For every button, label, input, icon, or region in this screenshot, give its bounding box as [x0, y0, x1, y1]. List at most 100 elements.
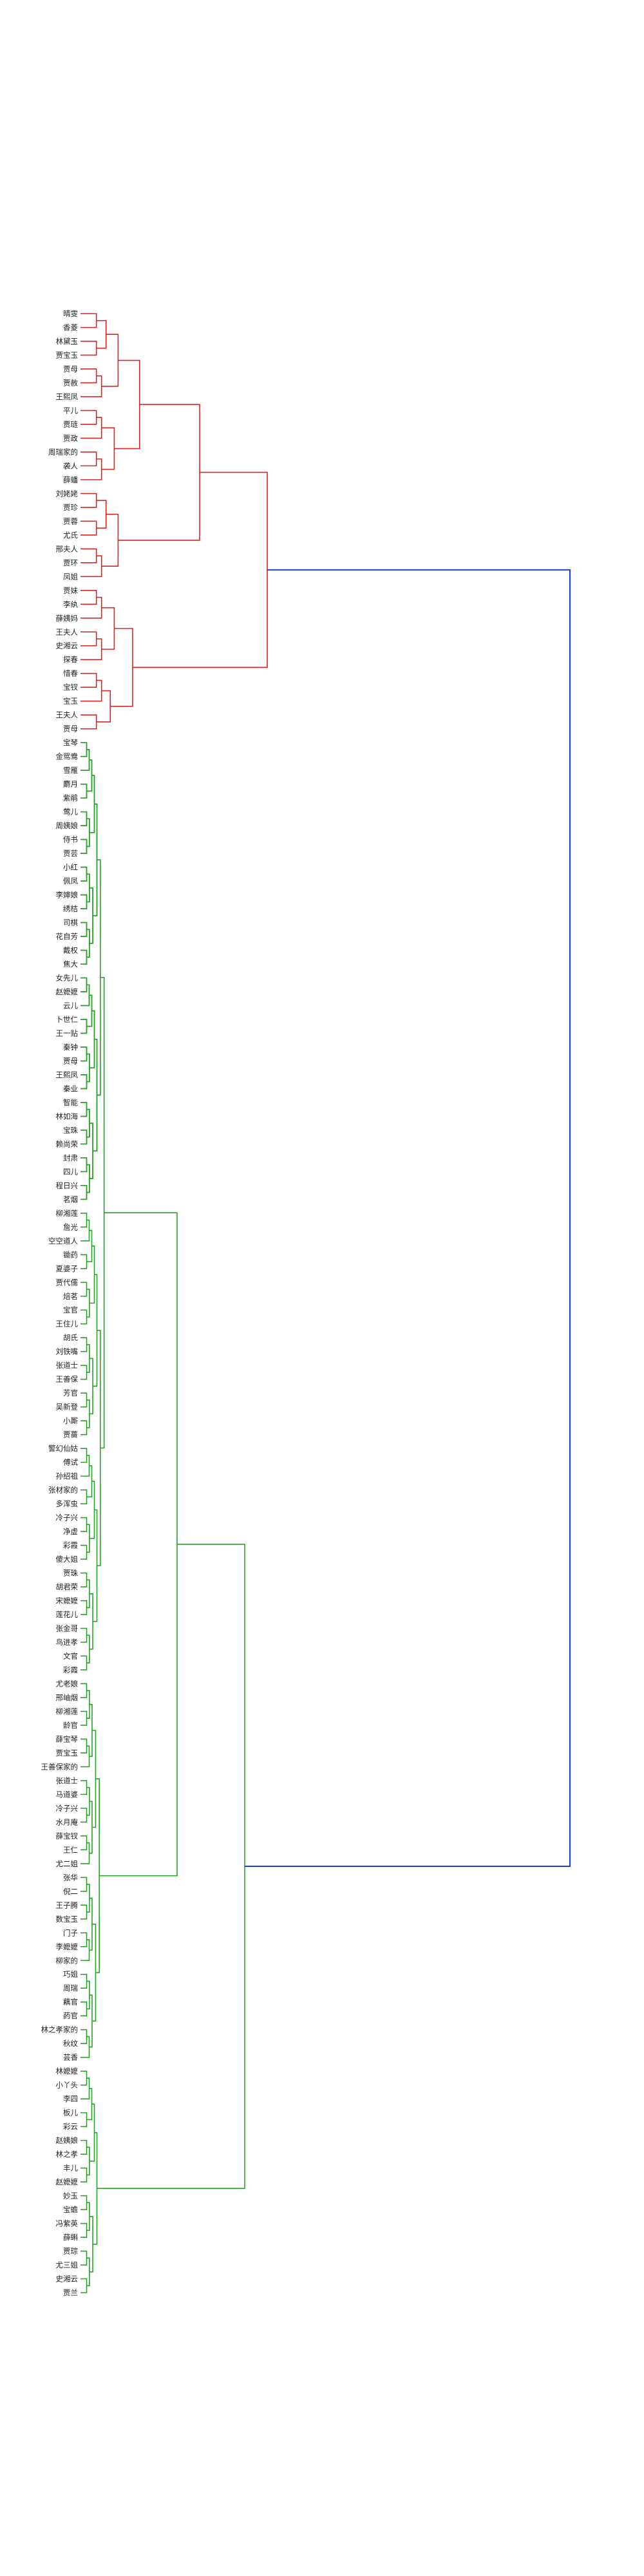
leaf-label: 冷子兴	[56, 1804, 79, 1813]
leaf-label: 尤三姐	[56, 2260, 79, 2269]
leaf-label: 警幻仙姑	[48, 1444, 78, 1453]
dendrogram-link	[80, 1973, 88, 1989]
leaf-label: 小厮	[63, 1416, 78, 1425]
dendrogram-link	[80, 451, 97, 467]
leaf-label: 倪二	[63, 1887, 78, 1896]
leaf-label: 莲花儿	[56, 1610, 79, 1619]
leaf-label: 刘姥姥	[56, 489, 79, 498]
leaf-label: 莺儿	[63, 808, 78, 817]
dendrogram-link	[80, 1337, 88, 1352]
leaf-label: 周姨娘	[56, 821, 79, 830]
leaf-label: 贾母	[63, 365, 78, 374]
dendrogram-link	[80, 1420, 88, 1435]
dendrogram-link	[80, 749, 90, 771]
dendrogram-link	[80, 1745, 90, 1768]
leaf-label: 水月庵	[56, 1817, 79, 1826]
dendrogram-link	[80, 1157, 88, 1173]
leaf-labels: 晴雯香菱林黛玉贾宝玉贾母贾赦王熙凤平儿贾琏贾政周瑞家的袭人薛蟠刘姥姥贾珍贾蓉尤氏…	[41, 309, 79, 2297]
leaf-label: 薛蝌	[63, 2233, 78, 2242]
dendrogram-link	[101, 513, 119, 567]
dendrogram-link	[101, 607, 115, 650]
leaf-label: 薛蟠	[63, 475, 78, 484]
dendrogram-link	[80, 2036, 90, 2058]
dendrogram-link	[80, 1904, 88, 1920]
dendrogram-link	[80, 1600, 88, 1615]
dendrogram-link	[80, 1842, 90, 1864]
leaf-label: 詹光	[63, 1222, 78, 1231]
leaf-label: 尤老娘	[56, 1679, 79, 1688]
leaf-label: 茗烟	[63, 1195, 78, 1204]
leaf-label: 贾宝玉	[56, 350, 79, 359]
dendrogram-link	[80, 977, 88, 992]
dendrogram-link	[80, 1185, 88, 1200]
leaf-label: 戴权	[63, 946, 78, 955]
leaf-label: 多浑虫	[56, 1499, 79, 1508]
leaf-label: 文官	[63, 1651, 78, 1660]
leaf-label: 妙玉	[63, 2192, 78, 2201]
leaf-label: 侍书	[63, 835, 78, 844]
leaf-label: 贾蓉	[63, 516, 78, 526]
leaf-label: 冷子兴	[56, 1513, 79, 1522]
dendrogram-link	[80, 1738, 88, 1754]
leaf-label: 鸟进孝	[56, 1638, 79, 1647]
dendrogram-link	[99, 1212, 178, 1877]
leaf-label: 宝琴	[63, 738, 78, 747]
dendrogram-link	[80, 1710, 88, 1726]
dendrogram-links	[80, 313, 571, 2293]
dendrogram-link	[80, 866, 88, 882]
dendrogram-link	[80, 638, 102, 661]
leaf-label: 宝官	[63, 1305, 78, 1314]
dendrogram-link	[80, 922, 88, 937]
leaf-label: 李四	[63, 2094, 78, 2103]
leaf-label: 宝珠	[63, 1126, 78, 1135]
dendrogram-link	[80, 838, 88, 854]
leaf-label: 赵嬷嬷	[56, 987, 79, 996]
leaf-label: 女先儿	[56, 973, 79, 982]
leaf-label: 雪雁	[63, 766, 78, 775]
leaf-label: 王善保家的	[41, 1762, 79, 1771]
dendrogram-link	[80, 949, 88, 965]
leaf-label: 芸香	[63, 2053, 78, 2062]
dendrogram-link	[80, 341, 97, 356]
dendrogram-link	[80, 548, 97, 564]
dendrogram-link	[80, 1046, 88, 1062]
leaf-label: 麝月	[63, 780, 78, 789]
dendrogram-link	[101, 334, 119, 387]
dendrogram-link	[80, 1517, 88, 1532]
leaf-label: 薛宝琴	[56, 1734, 79, 1743]
leaf-label: 巧姐	[63, 1970, 78, 1979]
dendrogram-link	[96, 500, 107, 529]
dendrogram-link	[80, 368, 97, 384]
dendrogram-link	[80, 783, 88, 799]
leaf-label: 史湘云	[56, 2275, 79, 2284]
leaf-label: 花自芳	[56, 932, 79, 941]
dendrogram-link	[80, 631, 97, 647]
leaf-label: 凤姐	[63, 572, 78, 581]
leaf-label: 彩霞	[63, 1541, 78, 1550]
dendrogram-link	[80, 1046, 88, 1062]
leaf-label: 林之孝家的	[41, 2025, 79, 2034]
dendrogram-link	[80, 1309, 88, 1325]
dendrogram-link	[80, 2070, 88, 2086]
leaf-label: 司棋	[63, 918, 78, 927]
dendrogram-link	[80, 2250, 88, 2266]
leaf-label: 贾珠	[63, 1569, 78, 1578]
leaf-label: 贾琏	[63, 420, 78, 429]
dendrogram-link	[80, 1835, 88, 1851]
dendrogram-link	[80, 555, 102, 578]
leaf-label: 贾琮	[63, 2247, 78, 2256]
dendrogram-link	[80, 1074, 88, 1090]
leaf-label: 张道士	[56, 1361, 79, 1370]
dendrogram-link	[80, 596, 102, 619]
leaf-label: 赖尚荣	[56, 1139, 79, 1148]
dendrogram-link	[80, 1213, 88, 1228]
dendrogram-link	[80, 1683, 88, 1698]
leaf-label: 芳官	[63, 1388, 78, 1397]
dendrogram-link	[80, 1102, 88, 1117]
dendrogram-link	[80, 1877, 88, 1892]
dendrogram-link	[80, 1544, 88, 1560]
leaf-label: 锄药	[63, 1250, 78, 1259]
leaf-label: 冯紫英	[56, 2219, 79, 2228]
dendrogram-link	[80, 1655, 88, 1671]
leaf-label: 刘铁嘴	[56, 1347, 79, 1356]
